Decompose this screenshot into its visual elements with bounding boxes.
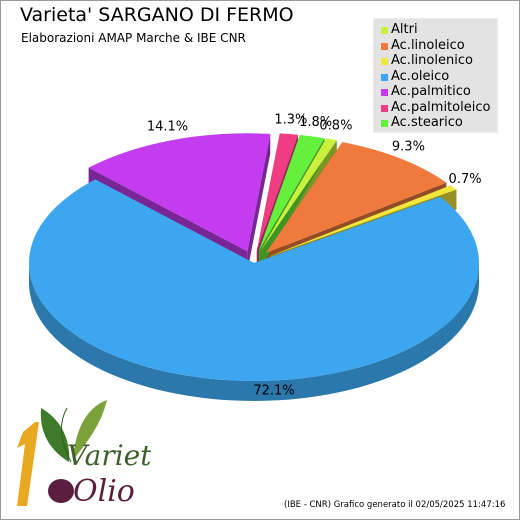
slice-percent-label: 72.1% (253, 384, 294, 399)
pie-slice-ac-palmitico (88, 133, 271, 252)
pie-slice-altri (260, 138, 337, 252)
logo-numeral-1 (17, 422, 39, 506)
chart-legend: Altri Ac.linoleico Ac.linolenico Ac.oleico A… (373, 18, 498, 133)
pie-tops (29, 133, 479, 381)
slice-percent-label: 9.3% (392, 140, 425, 155)
olive-icon (48, 479, 74, 503)
logo-text-varieta: Varietà (67, 439, 151, 472)
slice-percent-label: 0.8% (319, 119, 352, 134)
pie-slice-ac-stearico (258, 134, 325, 251)
slice-percent-label: 1.3% (274, 113, 307, 128)
legend-swatch (381, 42, 388, 50)
legend-label: Ac.palmitoleico (391, 99, 491, 115)
chart-subtitle: Elaborazioni AMAP Marche & IBE CNR (21, 31, 246, 45)
footer-note: (IBE - CNR) Grafico generato il 02/05/20… (284, 500, 506, 510)
legend-swatch (381, 58, 388, 65)
pie-slice-ac-linolenico (270, 185, 457, 256)
pie-slice-side (247, 133, 271, 272)
legend-label: Altri (391, 22, 418, 37)
legend-label: Ac.oleico (391, 68, 450, 84)
pie-slice-ac-palmitoleico (256, 133, 298, 251)
legend-label: Ac.linolenico (391, 53, 473, 68)
legend-swatch (381, 89, 388, 96)
pie-slice-wall (29, 263, 479, 401)
slice-percent-label: 1.8% (299, 115, 332, 130)
legend-swatch (381, 27, 388, 34)
legend-swatch (381, 73, 388, 81)
pie-slice-ac-linoleico (265, 142, 447, 254)
logo-text-olio: Olio (73, 474, 135, 509)
legend-label: Ac.linoleico (391, 37, 465, 53)
legend-swatch (381, 120, 388, 127)
slice-percent-label: 14.1% (147, 119, 188, 134)
legend-label: Ac.stearico (391, 115, 463, 130)
slice-percent-label: 0.7% (449, 172, 482, 187)
chart-title: Varieta' SARGANO DI FERMO (20, 4, 294, 26)
varieta-olio-logo: Varietà Olio (17, 400, 151, 509)
pie-slice-ac-oleico (29, 179, 479, 381)
pie-labels: 0.8% 9.3% 0.7% 72.1% 14.1% 1.3%1.8% (147, 113, 482, 399)
olive-leaves-icon (40, 400, 107, 463)
legend-label: Ac.palmitico (391, 84, 471, 99)
legend-swatch (381, 104, 388, 112)
